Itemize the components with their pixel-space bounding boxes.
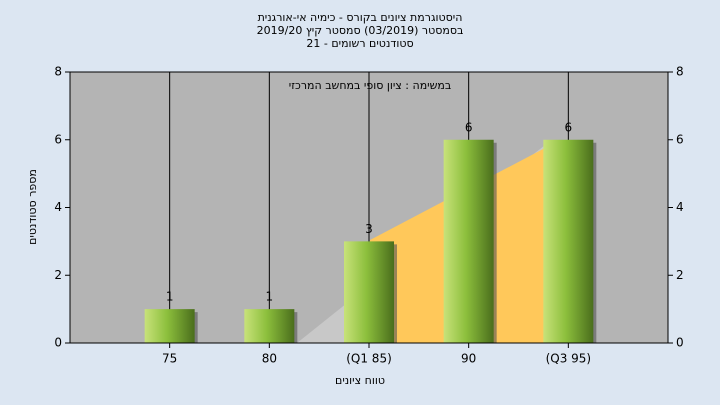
bar <box>144 309 195 343</box>
title-line: בסמסטר (03/2019) סמסטר קיץ 2019/20 <box>257 24 464 37</box>
y-tick-label: 2 <box>54 268 62 282</box>
y-axis-label: מספר סטודנטים <box>26 169 39 245</box>
x-axis-label: טווח ציונים <box>335 374 385 387</box>
value-label: 1 <box>166 290 174 304</box>
y2-tick-label: 6 <box>676 132 684 146</box>
bar <box>344 241 394 343</box>
y-tick-label: 6 <box>54 132 62 146</box>
y-tick-label: 4 <box>54 200 62 214</box>
y2-tick-label: 8 <box>676 65 684 79</box>
bar <box>244 309 295 343</box>
title-line: סטודנטים רשומים - 21 <box>306 37 413 50</box>
bar <box>443 139 494 343</box>
value-label: 6 <box>565 120 573 134</box>
x-tick-label: 90 <box>461 352 476 366</box>
bar <box>543 139 594 343</box>
y2-tick-label: 0 <box>676 336 684 350</box>
x-tick-label: (Q3 95) <box>546 352 592 366</box>
title-line: היסטוגרמת ציונים בקורס - כימיה אי-אורגני… <box>258 11 463 24</box>
value-label: 3 <box>365 222 373 236</box>
y-tick-label: 8 <box>54 65 62 79</box>
x-tick-label: (Q1 85) <box>346 352 392 366</box>
y-tick-label: 0 <box>54 336 62 350</box>
value-label: 6 <box>465 120 473 134</box>
x-tick-label: 80 <box>262 352 277 366</box>
subtitle: במשימה : ציון סופי במחשב המרכזי <box>289 79 452 92</box>
y2-tick-label: 4 <box>676 200 684 214</box>
x-tick-label: 75 <box>162 352 177 366</box>
value-label: 1 <box>266 290 274 304</box>
y2-tick-label: 2 <box>676 268 684 282</box>
